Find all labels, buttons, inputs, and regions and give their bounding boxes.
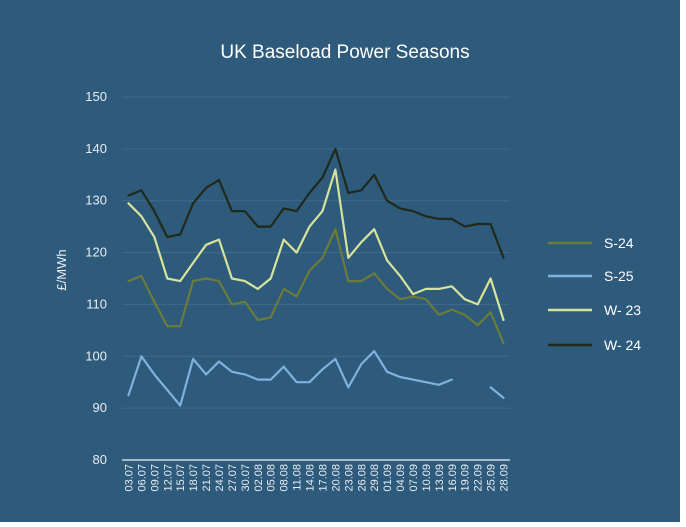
x-axis-ticks: 03.07 06.07 09.07 12.07 15.07 18.07 21.07 24.07… [123, 464, 510, 492]
x-tick-label: 29.08 [369, 464, 381, 492]
x-tick-label: 23.08 [343, 464, 355, 492]
x-tick-label: 20.08 [330, 464, 342, 492]
x-tick-label: 14.08 [305, 464, 317, 492]
x-tick-label: 19.09 [460, 464, 472, 492]
y-axis-label: £/MWh [54, 249, 69, 290]
y-tick-label: 110 [86, 296, 107, 311]
legend-label: W- 23 [604, 302, 641, 318]
y-tick-label: 100 [85, 348, 107, 363]
x-tick-label: 26.08 [356, 464, 368, 492]
x-tick-label: 04.09 [395, 464, 407, 492]
x-tick-label: 08.08 [279, 464, 291, 492]
x-tick-label: 22.09 [473, 464, 485, 492]
x-tick-label: 07.09 [408, 464, 420, 492]
x-tick-label: 18.07 [188, 464, 200, 492]
y-tick-label: 130 [85, 193, 107, 208]
y-tick-label: 80 [93, 452, 107, 467]
x-tick-label: 24.07 [214, 464, 226, 492]
series-lines [127, 147, 505, 407]
y-axis-ticks: 80 90 100 110 120 130 140 150 [85, 89, 107, 467]
series-line [127, 350, 505, 407]
x-tick-label: 17.08 [317, 464, 329, 492]
x-tick-label: 06.07 [136, 464, 148, 492]
y-tick-label: 90 [93, 400, 107, 415]
series-line [127, 168, 505, 322]
legend-label: S-25 [604, 268, 634, 284]
x-tick-label: 12.07 [162, 464, 174, 492]
x-tick-label: 16.09 [447, 464, 459, 492]
series-line [127, 228, 505, 345]
y-tick-label: 140 [85, 141, 107, 156]
x-tick-label: 01.09 [382, 464, 394, 492]
x-tick-label: 05.08 [266, 464, 278, 492]
x-tick-label: 13.09 [434, 464, 446, 492]
x-tick-label: 21.07 [201, 464, 213, 492]
x-tick-label: 28.09 [499, 464, 511, 492]
chart-title: UK Baseload Power Seasons [220, 42, 469, 63]
y-tick-label: 120 [85, 245, 107, 260]
x-tick-label: 15.07 [175, 464, 187, 492]
x-tick-label: 25.09 [486, 464, 498, 492]
x-tick-label: 10.09 [421, 464, 433, 492]
x-tick-label: 09.07 [149, 464, 161, 492]
x-tick-label: 27.07 [227, 464, 239, 492]
x-tick-label: 11.08 [292, 464, 304, 491]
x-tick-label: 02.08 [253, 464, 265, 492]
x-tick-label: 30.07 [240, 464, 252, 492]
series-line [127, 147, 505, 259]
legend: S-24 S-25 W- 23 W- 24 [548, 235, 641, 353]
legend-label: W- 24 [604, 337, 641, 353]
x-tick-label: 03.07 [123, 464, 135, 492]
y-tick-label: 150 [85, 89, 107, 104]
legend-label: S-24 [604, 235, 634, 251]
